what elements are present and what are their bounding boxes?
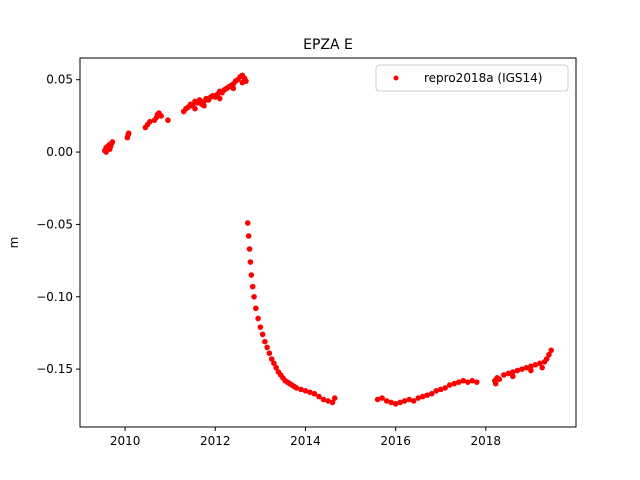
data-point (496, 376, 503, 383)
axis-ticks: 2010 2012 2014 2016 2018 −0.15 −0.10 −0.05 0.00 0… (36, 73, 501, 448)
legend-box (375, 64, 569, 92)
data-point (125, 130, 132, 137)
data-point (446, 382, 453, 388)
data-point (528, 367, 534, 374)
y-tick-label: −0.10 (36, 290, 73, 304)
legend-marker (393, 75, 399, 81)
data-point (331, 395, 338, 401)
data-point (451, 380, 458, 387)
data-point (230, 85, 237, 92)
data-point (510, 373, 516, 380)
data-point (158, 113, 164, 119)
data-point (492, 380, 499, 387)
data-point (106, 146, 113, 152)
data-point (505, 370, 512, 377)
data-point (320, 396, 327, 403)
data-point (249, 283, 256, 290)
data-point (501, 372, 507, 378)
data-point (419, 393, 426, 400)
data-point (406, 396, 412, 403)
data-points (102, 72, 554, 407)
data-point (196, 97, 203, 103)
data-point (271, 360, 277, 367)
data-point (307, 389, 313, 396)
data-point (374, 396, 381, 403)
data-point (548, 347, 554, 354)
data-point (519, 366, 525, 372)
data-point (388, 399, 394, 406)
data-point (401, 398, 408, 404)
data-point (543, 356, 550, 362)
x-tick-label: 2016 (380, 434, 411, 448)
data-point (528, 363, 534, 370)
data-point (302, 388, 309, 394)
legend-entry: repro2018a (IGS14) (424, 71, 542, 85)
data-point (264, 344, 270, 351)
data-point (251, 293, 257, 300)
plot-area (79, 57, 577, 428)
data-point (255, 315, 261, 322)
data-point (442, 385, 449, 391)
data-point (316, 393, 322, 400)
data-point (239, 79, 246, 86)
data-point (523, 364, 530, 371)
y-tick-label: −0.05 (36, 217, 73, 231)
data-point (415, 395, 421, 401)
data-point (424, 392, 431, 398)
data-point (469, 377, 476, 384)
data-point (546, 351, 552, 358)
data-point (262, 338, 268, 345)
data-point (273, 364, 279, 371)
data-point (248, 272, 255, 278)
data-point (245, 233, 252, 239)
data-point (257, 324, 264, 330)
y-tick-label: −0.15 (36, 362, 73, 376)
chart-title: EPZA E (303, 37, 353, 53)
data-point (259, 331, 266, 338)
data-point (165, 117, 171, 124)
data-point (410, 398, 417, 404)
data-point (392, 401, 399, 407)
data-point (325, 398, 331, 404)
data-point (532, 361, 539, 368)
data-point (253, 305, 259, 312)
data-point (464, 379, 471, 385)
data-point (266, 350, 273, 357)
data-point (247, 259, 254, 265)
data-point (383, 398, 390, 404)
x-tick-label: 2014 (290, 434, 321, 448)
y-axis-label: m (7, 237, 21, 249)
data-point (433, 388, 440, 394)
data-point (460, 377, 467, 384)
legend: repro2018a (IGS14) (375, 64, 569, 92)
data-point (455, 379, 462, 385)
data-point (437, 386, 444, 393)
data-point (109, 139, 116, 145)
data-point (293, 385, 300, 391)
data-point (246, 246, 253, 252)
x-tick-label: 2010 (110, 434, 141, 448)
y-tick-label: 0.05 (46, 73, 73, 87)
data-point (329, 399, 336, 406)
data-point (514, 367, 521, 374)
data-point (474, 379, 480, 385)
data-point (539, 364, 545, 371)
data-point (244, 220, 251, 226)
data-point (147, 118, 153, 125)
data-point (311, 390, 318, 397)
y-tick-label: 0.00 (46, 145, 73, 159)
x-tick-label: 2018 (471, 434, 502, 448)
x-tick-label: 2012 (200, 434, 231, 448)
data-point (510, 369, 516, 375)
data-point (298, 386, 304, 393)
data-point (268, 356, 275, 362)
data-point (379, 395, 385, 401)
data-point (192, 105, 198, 112)
data-point (428, 390, 435, 397)
data-point (216, 95, 223, 102)
data-point (537, 360, 543, 367)
data-point (397, 399, 403, 406)
data-point (201, 102, 207, 109)
